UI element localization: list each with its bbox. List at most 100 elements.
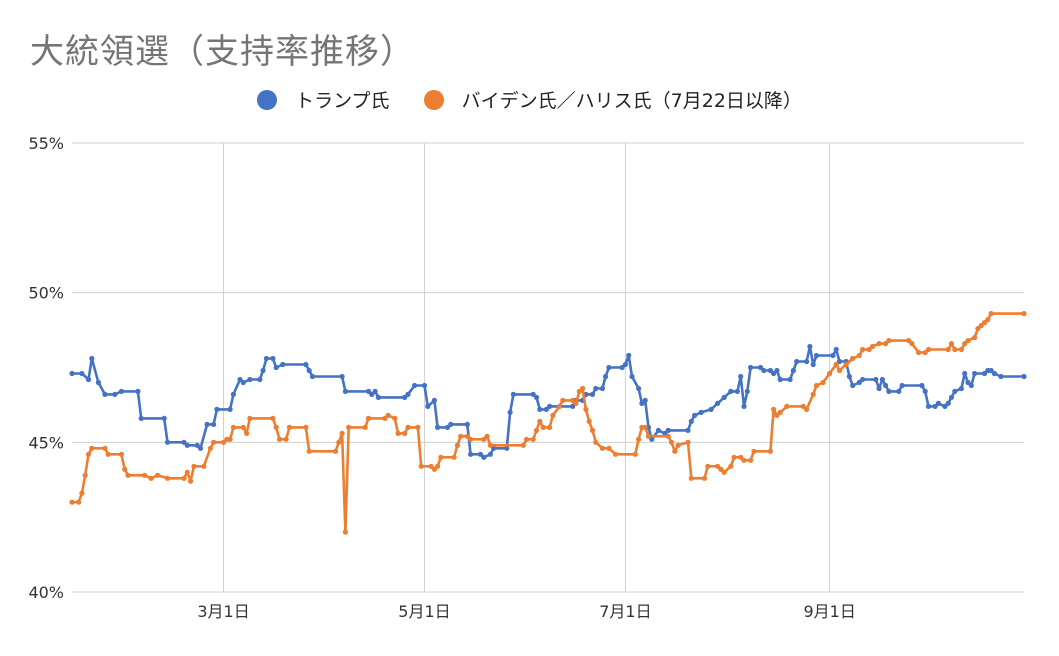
- data-point-series-1: [286, 424, 292, 430]
- y-tick-label: 50%: [28, 284, 64, 303]
- data-point-series-1: [230, 424, 236, 430]
- data-point-series-0: [636, 385, 642, 392]
- y-tick-label: 55%: [28, 134, 64, 153]
- data-point-series-1: [741, 457, 747, 463]
- data-point-series-0: [642, 397, 648, 403]
- data-point-series-1: [155, 472, 161, 478]
- data-point-series-1: [184, 469, 190, 475]
- data-point-series-1: [270, 415, 276, 421]
- data-point-series-1: [118, 451, 124, 457]
- data-point-series-0: [804, 358, 810, 365]
- data-point-series-1: [207, 445, 213, 451]
- data-point-series-1: [771, 406, 777, 412]
- data-point-series-0: [777, 376, 783, 383]
- data-point-series-1: [972, 335, 978, 341]
- data-point-series-0: [665, 427, 671, 433]
- data-point-series-1: [728, 463, 734, 469]
- data-point-series-0: [622, 361, 629, 368]
- data-point-series-1: [418, 463, 424, 469]
- data-point-series-0: [692, 412, 698, 418]
- data-point-series-1: [365, 415, 372, 421]
- data-point-series-0: [774, 367, 780, 374]
- data-point-series-1: [306, 448, 312, 454]
- data-point-series-1: [981, 320, 988, 326]
- data-point-series-1: [820, 379, 826, 386]
- data-point-series-0: [138, 415, 144, 421]
- data-point-series-0: [181, 439, 187, 445]
- data-point-series-0: [197, 445, 204, 451]
- data-point-series-1: [346, 424, 352, 430]
- data-point-series-0: [965, 379, 971, 386]
- data-point-series-0: [102, 391, 108, 397]
- data-point-series-1: [240, 424, 246, 430]
- data-point-series-1: [458, 433, 464, 439]
- data-point-series-0: [968, 382, 974, 389]
- data-point-series-1: [784, 403, 790, 409]
- data-point-series-0: [464, 421, 470, 427]
- data-point-series-0: [184, 442, 190, 448]
- data-point-series-0: [708, 406, 714, 412]
- data-point-series-0: [89, 355, 95, 362]
- data-point-series-0: [421, 382, 428, 389]
- data-point-series-1: [869, 343, 876, 350]
- data-point-series-0: [260, 367, 266, 374]
- data-point-series-0: [771, 370, 777, 377]
- data-point-series-0: [728, 388, 734, 394]
- data-point-series-1: [164, 475, 171, 481]
- data-point-series-1: [642, 424, 648, 430]
- data-point-series-0: [273, 364, 279, 371]
- data-point-series-1: [247, 415, 253, 421]
- data-point-series-0: [991, 370, 998, 377]
- data-point-series-1: [530, 436, 536, 442]
- data-point-series-0: [626, 352, 632, 359]
- data-point-series-0: [603, 373, 609, 380]
- data-point-series-0: [833, 346, 839, 353]
- data-point-series-0: [972, 370, 978, 377]
- data-point-series-0: [237, 376, 243, 383]
- data-point-series-0: [365, 388, 372, 394]
- data-point-series-1: [550, 412, 556, 418]
- data-point-series-1: [665, 433, 671, 439]
- data-point-series-1: [632, 451, 638, 457]
- data-point-series-1: [685, 439, 691, 445]
- legend-item-series-1: バイデン氏／ハリス氏（7月22日以降）: [423, 86, 802, 113]
- data-point-series-1: [1021, 311, 1027, 317]
- data-point-series-0: [761, 367, 767, 374]
- data-point-series-1: [244, 430, 250, 436]
- data-point-series-0: [504, 445, 510, 451]
- data-point-series-0: [873, 376, 879, 383]
- data-point-series-0: [886, 388, 892, 394]
- data-point-series-0: [629, 373, 635, 380]
- data-point-series-1: [547, 424, 553, 430]
- data-point-series-1: [537, 418, 543, 424]
- data-point-series-1: [975, 326, 981, 332]
- data-point-series-1: [978, 323, 984, 329]
- data-point-series-0: [932, 403, 938, 409]
- data-point-series-1: [580, 385, 586, 392]
- x-tick-label: 7月1日: [599, 602, 651, 621]
- data-point-series-0: [431, 397, 437, 403]
- data-point-series-1: [952, 346, 958, 353]
- data-point-series-0: [619, 364, 625, 371]
- data-point-series-1: [105, 451, 111, 457]
- data-point-series-1: [843, 361, 849, 368]
- data-point-series-0: [405, 391, 411, 397]
- data-point-series-0: [468, 451, 474, 457]
- data-point-series-1: [283, 436, 289, 442]
- data-point-series-1: [573, 400, 579, 406]
- data-point-series-0: [741, 403, 747, 409]
- data-point-series-1: [827, 370, 833, 377]
- data-point-series-0: [448, 421, 454, 427]
- data-point-series-1: [540, 424, 546, 430]
- data-point-series-0: [860, 376, 866, 383]
- data-point-series-0: [339, 373, 345, 380]
- data-point-series-1: [464, 433, 470, 439]
- data-point-series-0: [214, 406, 220, 412]
- data-point-series-1: [688, 475, 694, 481]
- data-point-series-1: [435, 463, 441, 469]
- legend: トランプ氏 バイデン氏／ハリス氏（7月22日以降）: [0, 86, 1059, 113]
- data-point-series-1: [836, 367, 843, 374]
- data-point-series-0: [309, 373, 316, 380]
- data-point-series-1: [454, 442, 460, 448]
- data-point-series-1: [866, 346, 872, 353]
